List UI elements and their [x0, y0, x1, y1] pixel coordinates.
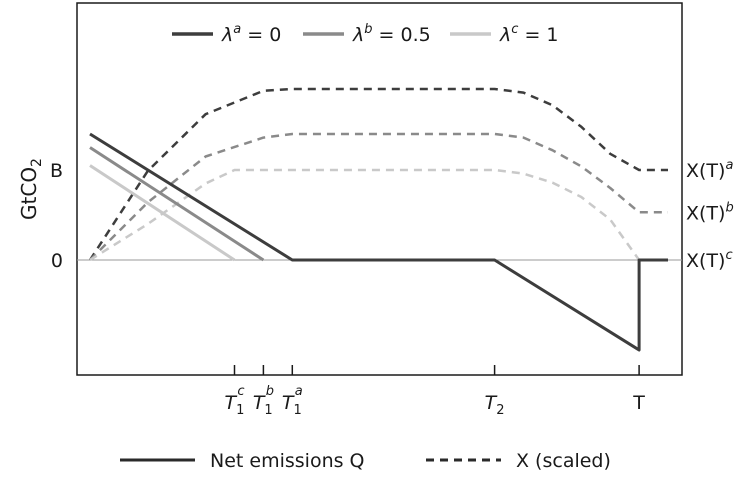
legend-label-c: λc = 1 — [499, 22, 559, 46]
legend-label-dashed: X (scaled) — [516, 450, 611, 472]
legend-label-b: λb = 0.5 — [352, 22, 431, 46]
net-emissions-line-a — [89, 132, 668, 352]
end-label-b: X(T)b — [686, 200, 734, 224]
end-label-c: X(T)c — [686, 248, 733, 272]
x-tick-label: T1c — [224, 384, 244, 418]
y-axis-label: GtCO2 — [17, 158, 45, 220]
x-tick-label: T — [632, 392, 645, 414]
x-scaled-line-a — [88, 87, 668, 261]
y-tick-label: 0 — [51, 250, 63, 272]
legend-label-solid: Net emissions Q — [210, 450, 365, 472]
x-tick-label: T2 — [485, 392, 505, 418]
x-tick-label: T1a — [282, 384, 303, 418]
net-emissions-line-c — [89, 164, 236, 262]
x-scaled-line-c — [89, 168, 668, 262]
y-tick-label: B — [50, 160, 63, 182]
end-label-a: X(T)a — [686, 158, 733, 182]
x-tick-label: T1b — [253, 384, 274, 418]
legend-label-a: λa = 0 — [221, 22, 281, 46]
plot-frame — [76, 2, 683, 376]
x-scaled-line-b — [89, 132, 668, 261]
net-emissions-line-b — [89, 146, 265, 262]
